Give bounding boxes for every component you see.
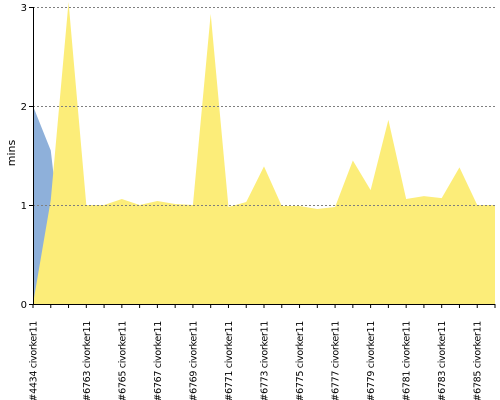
x-tick-label: #6767 civorker11 <box>153 321 164 400</box>
gridlines <box>33 7 495 206</box>
x-tick-label: #4434 civorker11 <box>29 321 40 400</box>
y-tick-label: 2 <box>21 102 27 113</box>
area-series <box>33 2 495 305</box>
area-series-yellow <box>33 2 495 305</box>
x-tick-label: #6765 civorker11 <box>117 321 128 400</box>
x-tick-label: #6783 civorker11 <box>437 321 448 400</box>
x-tick-labels: #4434 civorker11 #6763 civorker11 #6765 ci… <box>29 304 496 400</box>
x-tick-label: #6777 civorker11 <box>331 321 342 400</box>
x-tick-label: #6763 civorker11 <box>82 321 93 400</box>
y-tick-label: 1 <box>21 201 27 212</box>
y-tick-label: 0 <box>21 300 27 311</box>
y-tick-labels: 0 1 2 3 <box>21 3 33 311</box>
x-tick-label: #6771 civorker11 <box>224 321 235 400</box>
x-tick-label: #6785 civorker11 <box>473 321 484 400</box>
y-tick-label: 3 <box>21 3 27 14</box>
y-axis-label: mins <box>5 139 18 166</box>
x-tick-label: #6773 civorker11 <box>260 321 271 400</box>
x-tick-label: #6781 civorker11 <box>402 321 413 400</box>
x-tick-label: #6779 civorker11 <box>366 321 377 400</box>
x-tick-label: #6775 civorker11 <box>295 321 306 400</box>
x-tick-label: #6769 civorker11 <box>188 321 199 400</box>
